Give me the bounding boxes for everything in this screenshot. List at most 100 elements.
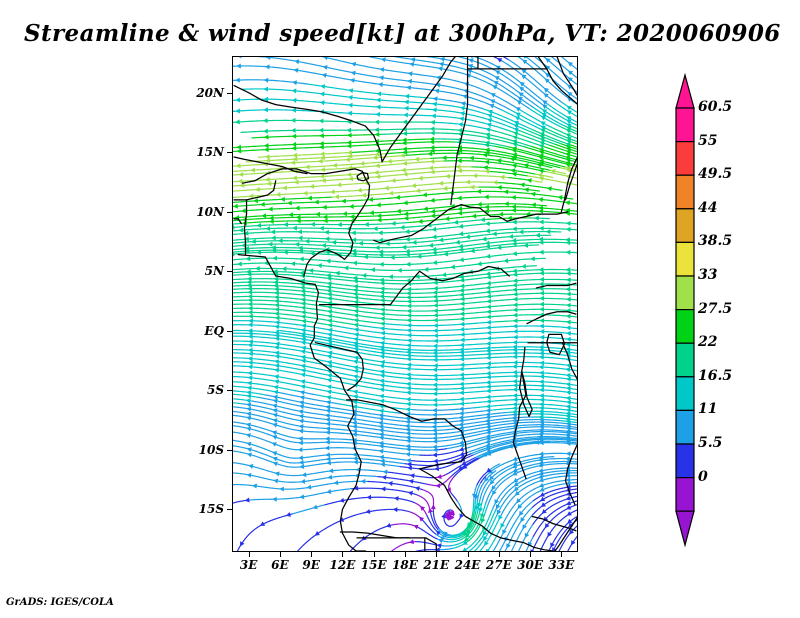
lake-outline — [519, 370, 533, 418]
y-tick-mark — [227, 271, 232, 273]
x-tick-mark — [279, 552, 281, 557]
lake-outline — [546, 333, 566, 356]
x-tick-mark — [373, 552, 375, 557]
colorbar-tick-label: 5.5 — [698, 435, 722, 451]
coastline — [237, 253, 362, 551]
y-tick-mark — [227, 449, 232, 451]
x-tick-label: 3E — [227, 558, 271, 572]
x-tick-label: 33E — [539, 558, 583, 572]
country-border — [381, 57, 456, 163]
colorbar-tick-label: 49.5 — [698, 166, 732, 182]
plot-frame — [232, 56, 578, 552]
y-tick-label: 5S — [176, 383, 224, 397]
colorbar-band — [675, 342, 695, 378]
colorbar-band — [675, 443, 695, 479]
x-tick-mark — [311, 552, 313, 557]
y-tick-mark — [227, 330, 232, 332]
colorbar-swatches — [675, 72, 695, 548]
x-tick-mark — [467, 552, 469, 557]
country-border — [233, 218, 242, 225]
y-tick-label: 10S — [176, 443, 224, 457]
lake-outline — [356, 171, 370, 182]
x-tick-mark — [530, 552, 532, 557]
page-title: Streamline & wind speed[kt] at 300hPa, V… — [24, 20, 784, 47]
country-border — [450, 57, 469, 206]
y-tick-mark — [227, 390, 232, 392]
country-border — [233, 156, 308, 175]
x-tick-mark — [498, 552, 500, 557]
x-tick-label: 21E — [414, 558, 458, 572]
y-tick-label: 5N — [176, 264, 224, 278]
x-tick-label: 12E — [320, 558, 364, 572]
x-tick-label: 9E — [289, 558, 333, 572]
colorbar-cap-top — [675, 72, 695, 109]
grads-credit: GrADS: IGES/COLA — [6, 597, 114, 608]
x-tick-label: 27E — [477, 558, 521, 572]
country-border — [318, 265, 510, 306]
y-tick-mark — [227, 152, 232, 154]
colorbar-tick-label: 0 — [698, 469, 708, 485]
colorbar-band — [675, 309, 695, 344]
coastline — [564, 444, 577, 506]
y-tick-label: EQ — [176, 324, 224, 338]
x-tick-label: 18E — [383, 558, 427, 572]
x-tick-mark — [436, 552, 438, 557]
colorbar-tick-label: 60.5 — [698, 99, 732, 115]
colorbar-cap-bottom — [675, 510, 695, 548]
country-border — [531, 515, 577, 532]
x-tick-mark — [248, 552, 250, 557]
y-tick-mark — [227, 509, 232, 511]
colorbar-tick-label: 55 — [698, 133, 717, 149]
colorbar-tick-label: 11 — [698, 401, 717, 417]
colorbar-tick-label: 44 — [698, 200, 717, 216]
colorbar: 60.5 55 49.5 44 38.5 33 27.5 22 16.5 11 5.5 0 — [660, 72, 800, 552]
coastline — [554, 516, 577, 551]
country-border — [233, 180, 277, 201]
map-plot-area — [232, 56, 578, 552]
country-border — [345, 399, 468, 470]
country-border — [373, 203, 500, 244]
country-border — [526, 311, 577, 325]
x-tick-mark — [405, 552, 406, 557]
colorbar-tick-label: 27.5 — [698, 301, 732, 317]
y-tick-label: 10N — [176, 205, 224, 219]
x-tick-label: 24E — [446, 558, 490, 572]
colorbar-tick-label: 16.5 — [698, 368, 732, 384]
coastline — [537, 57, 577, 105]
country-border — [314, 342, 364, 391]
colorbar-band — [675, 376, 695, 411]
colorbar-band — [675, 241, 695, 277]
country-border — [512, 346, 527, 480]
country-border — [418, 468, 554, 551]
country-border — [233, 84, 383, 163]
x-tick-label: 15E — [352, 558, 396, 572]
country-border — [564, 162, 577, 201]
x-tick-label: 30E — [508, 558, 552, 572]
country-border — [241, 168, 371, 199]
coastline — [560, 157, 577, 213]
country-border — [498, 211, 569, 222]
country-border — [303, 196, 370, 277]
colorbar-tick-label: 22 — [698, 334, 717, 350]
y-tick-mark — [227, 211, 232, 213]
colorbar-band — [675, 477, 695, 512]
colorbar-band — [675, 275, 695, 311]
y-tick-label: 15N — [176, 145, 224, 159]
colorbar-band — [675, 409, 695, 445]
colorbar-band — [675, 174, 695, 210]
streamline-map — [233, 57, 577, 551]
map-geography-layer — [233, 57, 577, 551]
x-tick-mark — [342, 552, 344, 557]
country-border — [339, 531, 410, 539]
coastline — [561, 342, 577, 381]
x-tick-mark — [561, 552, 563, 557]
country-border — [535, 282, 577, 289]
x-tick-label: 6E — [258, 558, 302, 572]
y-tick-label: 20N — [176, 86, 224, 100]
colorbar-band — [675, 208, 695, 244]
y-tick-mark — [227, 92, 232, 94]
colorbar-band — [675, 107, 695, 143]
y-tick-label: 15S — [176, 502, 224, 516]
colorbar-tick-label: 33 — [698, 267, 717, 283]
coastline — [556, 57, 577, 96]
